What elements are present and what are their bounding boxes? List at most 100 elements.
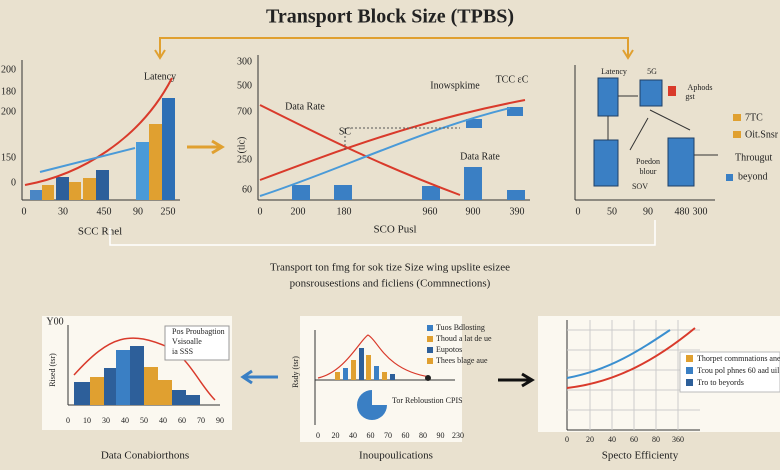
bar <box>359 348 364 380</box>
y-tick-label: 250 <box>237 154 252 165</box>
label: Aphods <box>688 83 713 92</box>
x-tick-label: 90 <box>437 431 445 440</box>
bar <box>96 170 109 200</box>
curve <box>317 334 431 379</box>
caption: ponsrousestions and ficliens (Commnectio… <box>290 278 491 290</box>
annotation: Data Rate <box>285 101 325 112</box>
x-tick-label: 30 <box>102 416 110 425</box>
bar <box>144 367 158 405</box>
x-tick-label: 960 <box>423 206 438 217</box>
bar <box>69 182 81 200</box>
bar <box>382 372 387 380</box>
legend-label: ia SSS <box>172 347 193 356</box>
x-tick-label: 60 <box>402 431 410 440</box>
legend-label: Thees blage aue <box>436 356 488 365</box>
bar <box>343 368 348 380</box>
x-tick-label: 180 <box>337 206 352 217</box>
y-tick-label: Y00 <box>46 316 63 327</box>
y-tick-label: 180 <box>1 86 16 97</box>
y-tick-label: 150 <box>1 152 16 163</box>
device <box>639 79 663 107</box>
x-tick-label: 360 <box>672 435 684 444</box>
bar <box>186 395 200 405</box>
x-tick-label: 0 <box>576 206 581 217</box>
panel <box>300 316 462 442</box>
bar <box>335 372 340 380</box>
bar <box>507 190 525 200</box>
legend-swatch <box>686 355 693 362</box>
label: Latency <box>144 71 176 82</box>
annotation: TCC εC <box>496 74 529 85</box>
legend-label: Eupotos <box>436 345 462 354</box>
bottom-right-chart: Specto Efficienty <box>538 316 780 462</box>
legend <box>164 325 230 361</box>
x-tick-label: 90 <box>643 206 653 217</box>
legend-swatch <box>427 325 433 331</box>
bar <box>464 167 482 200</box>
y-tick-label: 0 <box>11 177 16 188</box>
axis-title: SCO Pusl <box>373 224 416 236</box>
title: Transport Block Size (TPBS) <box>266 6 514 28</box>
top-middle-chart: (tlc) SCO Pusl <box>236 55 530 236</box>
label: Poedon <box>636 157 660 166</box>
x-tick-label: 40 <box>159 416 167 425</box>
bar <box>351 360 356 380</box>
x-tick-label: 40 <box>608 435 616 444</box>
x-tick-label: 230 <box>452 431 464 440</box>
y-tick-label: 500 <box>237 80 252 91</box>
legend-label: Tcou pol phnes 60 aad uil <box>697 366 780 375</box>
curve <box>259 99 526 181</box>
curve <box>24 77 173 186</box>
server <box>667 137 695 187</box>
x-tick-label: 0 <box>66 416 70 425</box>
legend-swatch <box>733 131 741 138</box>
label: Latency <box>601 67 627 76</box>
bar <box>30 190 42 200</box>
bar <box>374 366 379 380</box>
legend-label: Througut <box>735 152 772 163</box>
x-tick-label: 60 <box>367 431 375 440</box>
bar <box>390 374 395 380</box>
x-tick-label: 390 <box>510 206 525 217</box>
bar <box>90 377 104 405</box>
bar <box>130 346 144 405</box>
y-tick-label: 200 <box>1 106 16 117</box>
bar <box>83 178 96 200</box>
links <box>607 95 718 156</box>
x-tick-label: 90 <box>133 206 143 217</box>
x-tick-label: 40 <box>349 431 357 440</box>
label: blour <box>640 167 657 176</box>
arrowheads <box>154 49 634 60</box>
panel-title: Data Conabiorthons <box>101 450 189 462</box>
legend-swatch <box>733 114 741 121</box>
axis-title: SCC Rnel <box>78 226 122 238</box>
bar <box>149 124 162 200</box>
legend-label: 7TC <box>745 112 763 123</box>
bar <box>466 119 482 128</box>
legend-swatch <box>427 336 433 342</box>
label: gst <box>685 92 695 101</box>
x-tick-label: 20 <box>332 431 340 440</box>
arrow <box>498 372 535 388</box>
x-tick-label: 80 <box>419 431 427 440</box>
bar <box>56 177 69 200</box>
bar <box>507 107 523 116</box>
connector <box>109 220 656 246</box>
bar <box>162 98 175 200</box>
legend-label: Tuos Bdlosting <box>436 323 485 332</box>
panel-title: Specto Efficienty <box>602 450 679 462</box>
annotation: Inowspkime <box>430 80 480 91</box>
y-tick-label: 60 <box>242 184 252 195</box>
icon <box>668 86 676 96</box>
panel-title: Inoupoulications <box>359 450 433 462</box>
legend-swatch <box>427 358 433 364</box>
legend-label: Oit.Snsr <box>745 129 779 140</box>
label: 5G <box>647 67 657 76</box>
legend-swatch <box>686 379 693 386</box>
legend-label: Thorpet commnations ane <box>697 354 780 363</box>
x-tick-label: 0 <box>565 435 569 444</box>
bar <box>104 368 118 405</box>
y-tick-label: 700 <box>237 106 252 117</box>
bar <box>172 390 186 405</box>
